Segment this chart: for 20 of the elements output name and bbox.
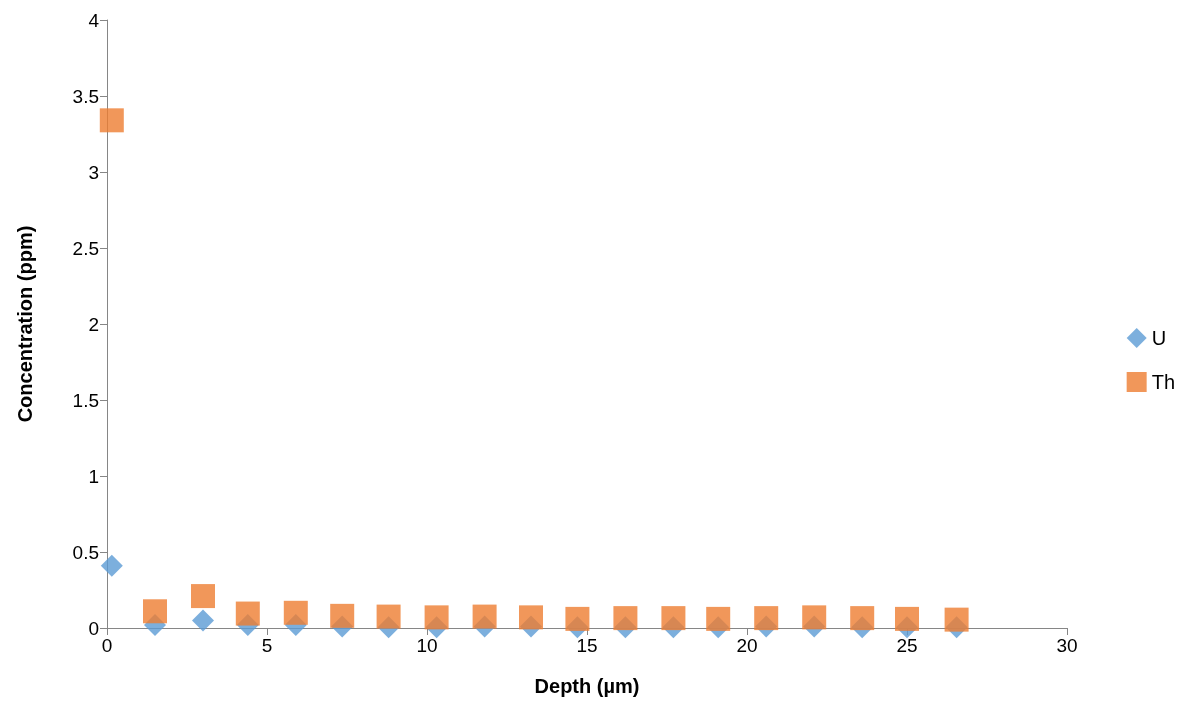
y-tick-label: 1	[88, 465, 99, 487]
x-tick-label: 5	[261, 635, 273, 656]
y-tick-label: 4	[88, 9, 100, 31]
x-tick-label: 20	[736, 635, 758, 656]
y-tick-label: 3.5	[72, 85, 99, 107]
x-axis-title: Depth (µm)	[534, 675, 640, 697]
y-axis-title: Concentration (ppm)	[14, 225, 36, 423]
x-tick-label: 15	[576, 635, 598, 656]
x-tick-label: 10	[416, 635, 438, 656]
legend-label: U	[1151, 327, 1167, 349]
x-tick-label: 25	[896, 635, 918, 656]
y-tick-label: 2	[88, 313, 99, 335]
y-tick-label: 0	[88, 617, 99, 639]
x-tick-label: 0	[101, 635, 113, 656]
y-tick-label: 1.5	[72, 389, 99, 411]
x-tick-label: 30	[1056, 635, 1078, 656]
y-tick-label: 2.5	[72, 237, 99, 259]
y-tick-label: 0.5	[72, 541, 99, 563]
legend-label: Th	[1151, 371, 1175, 393]
y-tick-label: 3	[88, 161, 99, 183]
